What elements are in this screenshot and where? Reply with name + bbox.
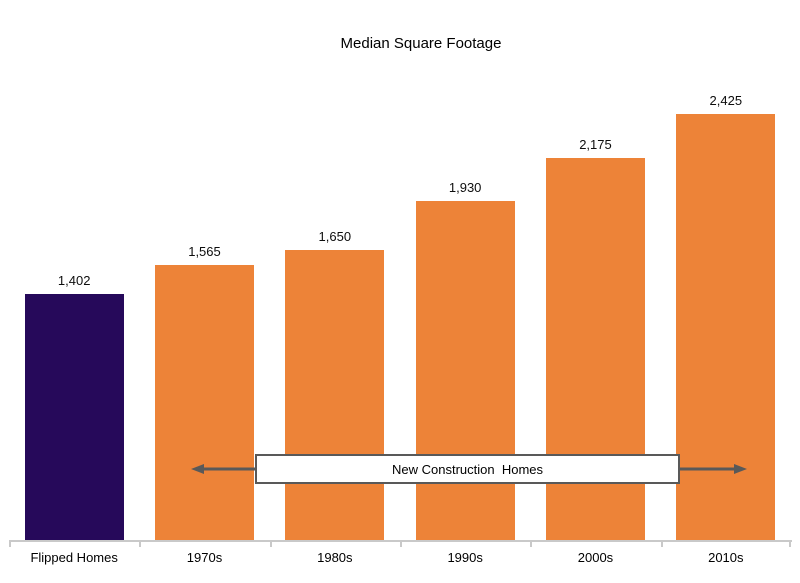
x-axis-tick xyxy=(9,540,11,547)
bar-value-label-1970s: 1,565 xyxy=(188,244,221,259)
x-axis-tick xyxy=(530,540,533,547)
annotation-callout: New Construction Homes xyxy=(255,454,680,484)
bar-value-label-1990s: 1,930 xyxy=(448,180,482,195)
x-axis-tick xyxy=(789,540,791,547)
x-axis-label-flipped-homes: Flipped Homes xyxy=(30,550,118,565)
chart-title: Median Square Footage xyxy=(340,35,502,52)
x-axis-label-1980s: 1980s xyxy=(317,550,353,565)
x-axis-label-2000s: 2000s xyxy=(577,550,614,565)
bar-flipped-homes xyxy=(24,294,124,540)
x-axis-labels: Flipped Homes 1970s 1980s 1990s 2000s 2010s xyxy=(9,550,791,565)
x-axis-tick xyxy=(400,540,402,547)
bar-1980s xyxy=(285,250,385,540)
x-axis-tick xyxy=(139,540,142,547)
bar-value-label-flipped-homes: 1,402 xyxy=(57,273,91,288)
bar-slot-flipped-homes: 1,402 xyxy=(9,0,139,540)
x-axis-label-2010s: 2010s xyxy=(708,550,744,565)
bar-value-label-2000s: 2,175 xyxy=(579,137,612,152)
x-axis-tick xyxy=(660,540,663,547)
bar-slot-1970s: 1,565 xyxy=(139,0,269,540)
bar-value-label-1980s: 1,650 xyxy=(318,229,352,244)
x-axis-label-1970s: 1970s xyxy=(186,550,223,565)
bar-1990s xyxy=(415,201,515,540)
bar-value-label-2010s: 2,425 xyxy=(709,93,743,108)
bar-slot-2010s: 2,425 xyxy=(661,0,791,540)
x-axis-tick xyxy=(269,540,272,547)
left-arrow-icon xyxy=(191,464,256,474)
bar-1970s xyxy=(154,265,255,540)
x-axis-label-1990s: 1990s xyxy=(447,550,483,565)
right-arrow-icon xyxy=(680,464,747,474)
bar-slot-1980s: 1,650 xyxy=(270,0,400,540)
